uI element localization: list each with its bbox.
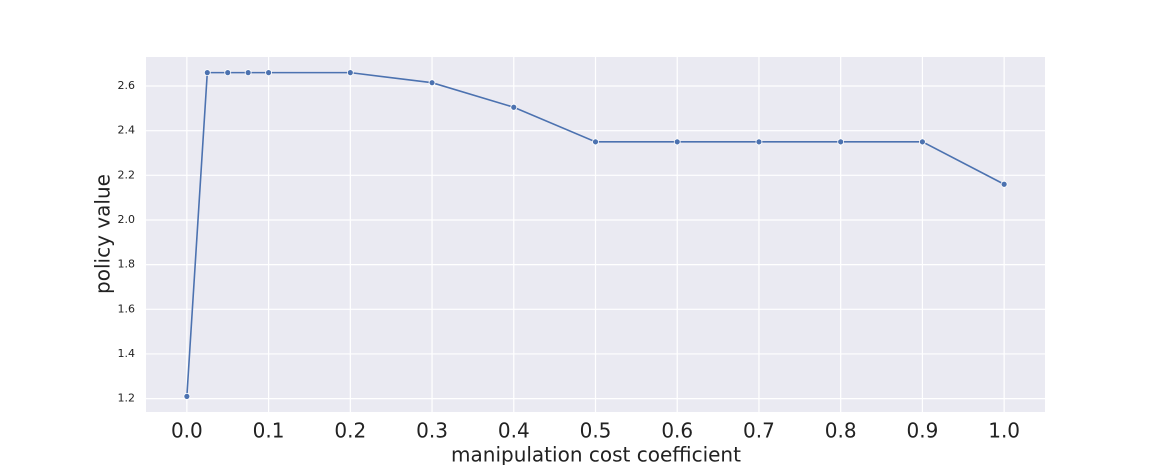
x-tick-label: 0.1 bbox=[253, 419, 285, 443]
point bbox=[919, 138, 926, 146]
point bbox=[224, 69, 232, 77]
point bbox=[837, 138, 845, 146]
y-axis-label: policy value bbox=[91, 174, 115, 294]
point bbox=[203, 69, 211, 77]
point bbox=[244, 69, 252, 77]
point bbox=[265, 69, 272, 77]
point bbox=[428, 79, 436, 87]
grid bbox=[146, 57, 1045, 412]
point bbox=[346, 69, 354, 77]
y-tick-label: 1.2 bbox=[118, 392, 136, 405]
y-tick-label: 1.8 bbox=[118, 258, 136, 271]
marks bbox=[183, 69, 1008, 400]
point bbox=[755, 138, 763, 146]
y-tick-label: 2.0 bbox=[118, 213, 136, 226]
x-tick-label: 0.5 bbox=[580, 419, 612, 443]
y-tick-label: 1.6 bbox=[118, 302, 136, 315]
x-tick-label: 0.9 bbox=[907, 419, 939, 443]
x-tick-label: 0.7 bbox=[743, 419, 775, 443]
x-tick-label: 0.6 bbox=[661, 419, 693, 443]
x-tick-label: 0.2 bbox=[334, 419, 366, 443]
y-tick-label: 2.2 bbox=[118, 168, 136, 181]
x-tick-label: 0.3 bbox=[416, 419, 448, 443]
x-tick-label: 0.4 bbox=[498, 419, 530, 443]
x-axis-label: manipulation cost coefficient bbox=[451, 443, 741, 465]
y-tick-label: 2.6 bbox=[118, 79, 136, 92]
y-tick-label: 1.4 bbox=[118, 347, 136, 360]
point bbox=[592, 138, 599, 146]
x-tick-label: 0.0 bbox=[171, 419, 203, 443]
point bbox=[673, 138, 681, 146]
line bbox=[186, 71, 1005, 397]
point bbox=[1000, 180, 1008, 188]
x-tick-label: 0.8 bbox=[825, 419, 857, 443]
point bbox=[510, 103, 518, 111]
x-tick-label: 1.0 bbox=[988, 419, 1020, 443]
point bbox=[183, 392, 191, 400]
y-tick-label: 2.4 bbox=[118, 124, 136, 137]
